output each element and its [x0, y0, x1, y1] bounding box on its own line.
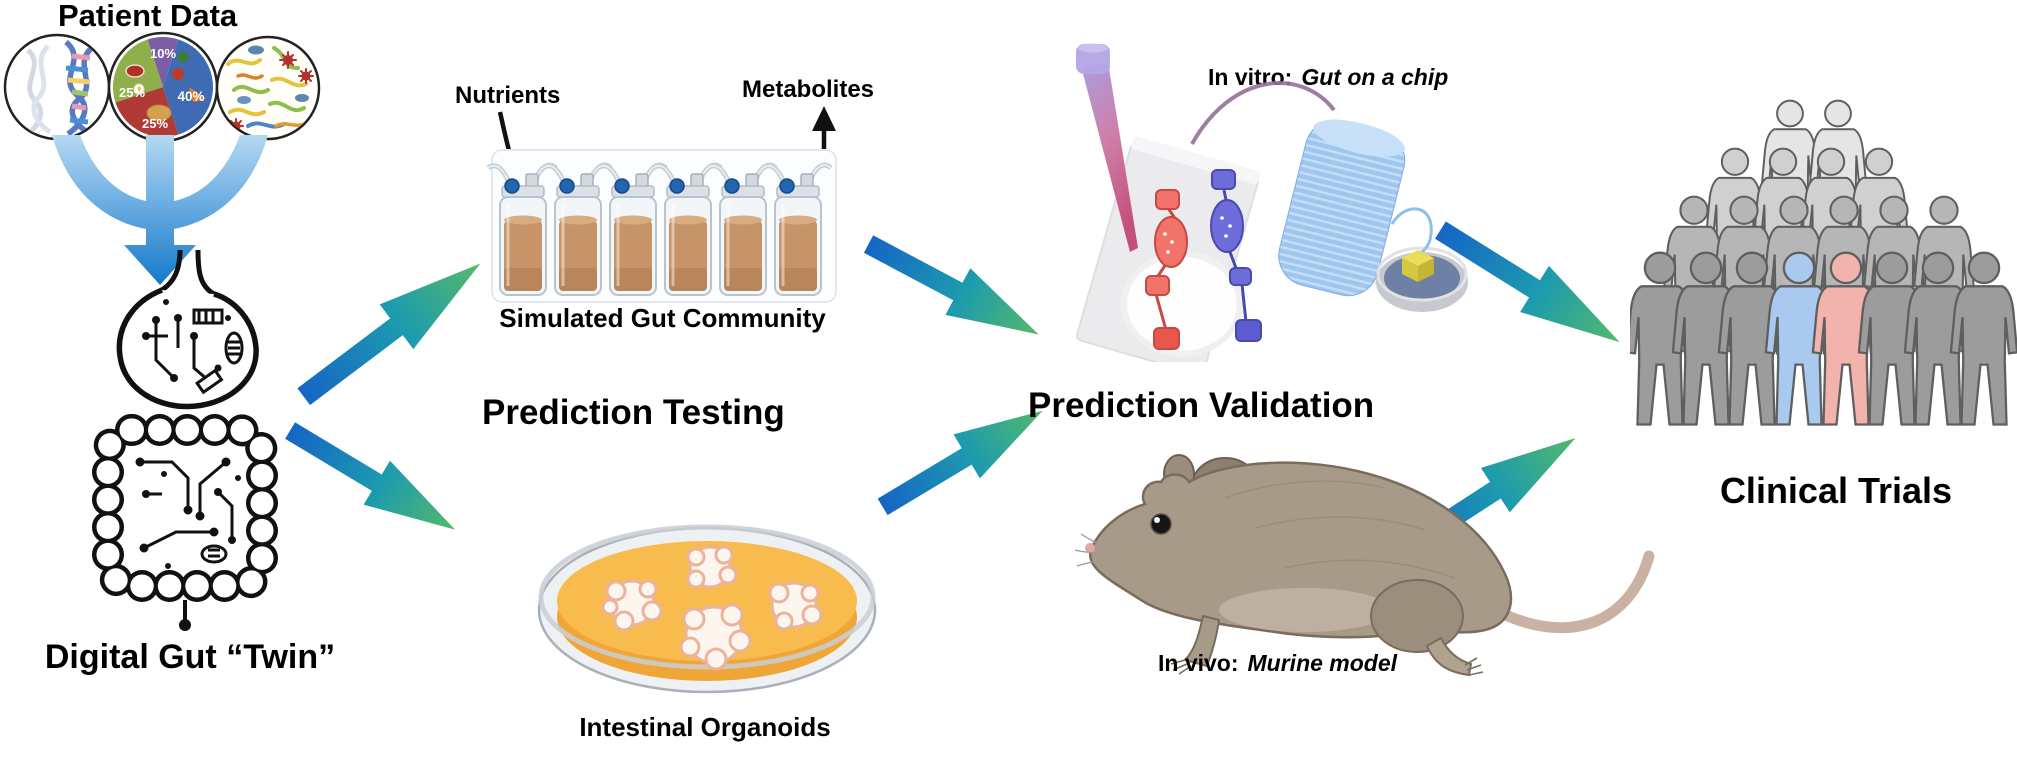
gut-on-chip-icon: [1075, 43, 1468, 362]
in-vivo-model: Murine model: [1247, 650, 1398, 676]
pie-label-40: 40%: [177, 89, 204, 104]
dna-icon: [3, 33, 111, 141]
organoid: [768, 581, 823, 631]
chip-blue-channel: [1210, 169, 1262, 342]
mouse-icon: [1075, 454, 1655, 677]
organoid: [601, 579, 663, 632]
pipette-icon: [1076, 43, 1138, 252]
arrow-community-to-validation: [863, 235, 1039, 335]
coil-cylinder-icon: [1278, 119, 1406, 297]
metabolites-label: Metabolites: [742, 76, 875, 103]
petri-dish-icon: [537, 524, 877, 694]
prediction-testing-title: Prediction Testing: [482, 393, 785, 432]
pie-label-10: 10%: [150, 46, 176, 61]
in-vitro-label: In vitro: Gut on a chip: [1208, 64, 1448, 91]
chip-red-channel: [1145, 189, 1188, 350]
patient-data-title: Patient Data: [58, 0, 238, 33]
nutrients-label: Nutrients: [455, 82, 561, 109]
microbiome-icon: [215, 35, 321, 141]
bioreactor-icon: [486, 149, 837, 303]
intestinal-organoids-label: Intestinal Organoids: [579, 712, 831, 742]
diet-pie-chart: 10% 40% 25% 25%: [107, 31, 219, 143]
arrow-organoids-to-validation: [877, 410, 1043, 516]
organoid: [686, 545, 738, 589]
in-vivo-label: In vivo: Murine model: [1158, 650, 1397, 677]
prediction-validation-title: Prediction Validation: [1028, 386, 1375, 425]
simulated-gut-community-label: Simulated Gut Community: [499, 303, 826, 333]
digital-gut-label: Digital Gut “Twin”: [44, 638, 336, 676]
in-vivo-prefix: In vivo:: [1158, 650, 1239, 676]
clinical-trials-title: Clinical Trials: [1719, 470, 1953, 511]
pie-label-25-red: 25%: [142, 116, 168, 131]
in-vitro-model: Gut on a chip: [1301, 64, 1449, 90]
arrow-gut-to-organoids: [285, 422, 456, 530]
pie-slice-40: [163, 39, 213, 135]
arrow-gut-to-community: [297, 263, 481, 406]
arrow-chip-to-trials: [1434, 221, 1620, 343]
crowd-icon: [1630, 99, 2017, 426]
pie-label-25-green: 25%: [119, 85, 145, 100]
digital-gut-icon: [92, 249, 278, 631]
pie-slice-10: [147, 37, 179, 87]
in-vitro-prefix: In vitro:: [1208, 64, 1293, 90]
sampling-dish-icon: [1376, 207, 1468, 312]
merge-arrow: [52, 135, 268, 285]
mouse-tail: [1497, 550, 1655, 634]
organoid: [679, 603, 752, 671]
